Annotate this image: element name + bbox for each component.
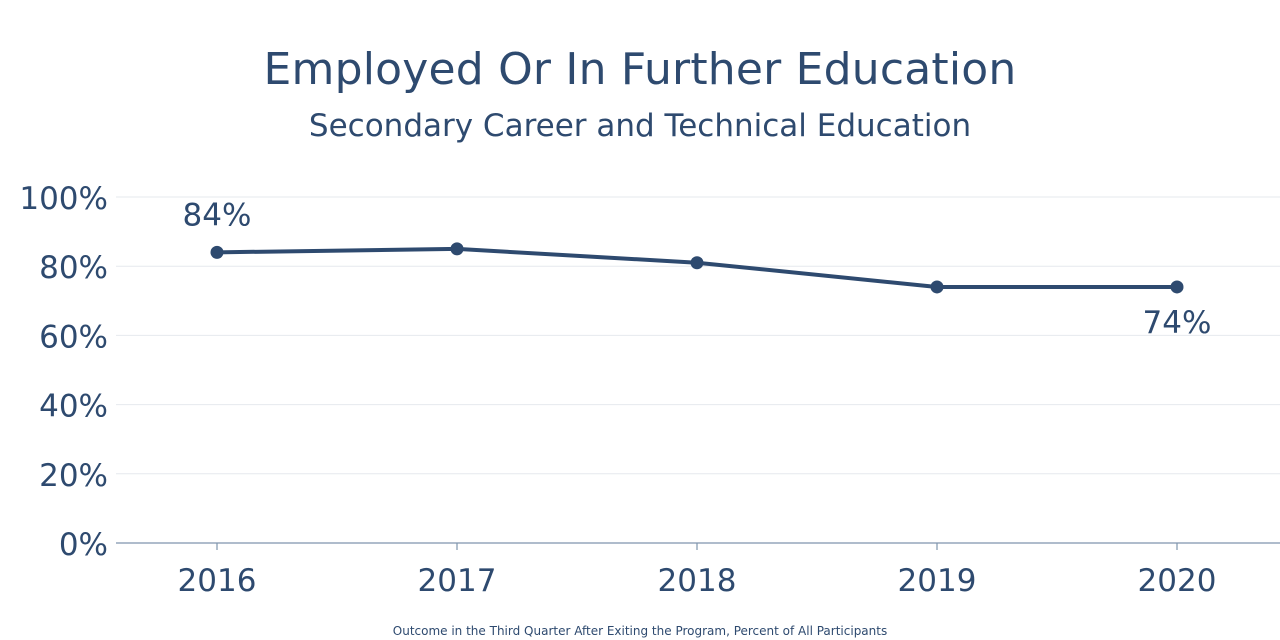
- y-tick-label: 40%: [39, 389, 108, 425]
- data-point: [450, 242, 464, 256]
- chart-footnote: Outcome in the Third Quarter After Exiti…: [392, 624, 888, 638]
- x-tick-label: 2017: [418, 563, 497, 599]
- x-tick-label: 2019: [898, 563, 977, 599]
- chart-title: Employed Or In Further Education: [263, 44, 1017, 95]
- y-tick-label: 20%: [39, 458, 108, 494]
- x-tick-label: 2018: [658, 563, 737, 599]
- y-tick-label: 60%: [39, 319, 108, 355]
- data-point: [210, 245, 224, 259]
- x-tick-label: 2016: [178, 563, 257, 599]
- data-point: [930, 280, 944, 294]
- y-tick-label: 80%: [39, 250, 108, 286]
- x-tick-label: 2020: [1138, 563, 1217, 599]
- data-point: [1170, 280, 1184, 294]
- data-label: 74%: [1143, 305, 1212, 341]
- data-label: 84%: [183, 197, 252, 233]
- y-tick-label: 0%: [59, 527, 108, 563]
- chart-subtitle: Secondary Career and Technical Education: [308, 108, 972, 144]
- data-point: [690, 256, 704, 270]
- y-tick-label: 100%: [19, 181, 108, 217]
